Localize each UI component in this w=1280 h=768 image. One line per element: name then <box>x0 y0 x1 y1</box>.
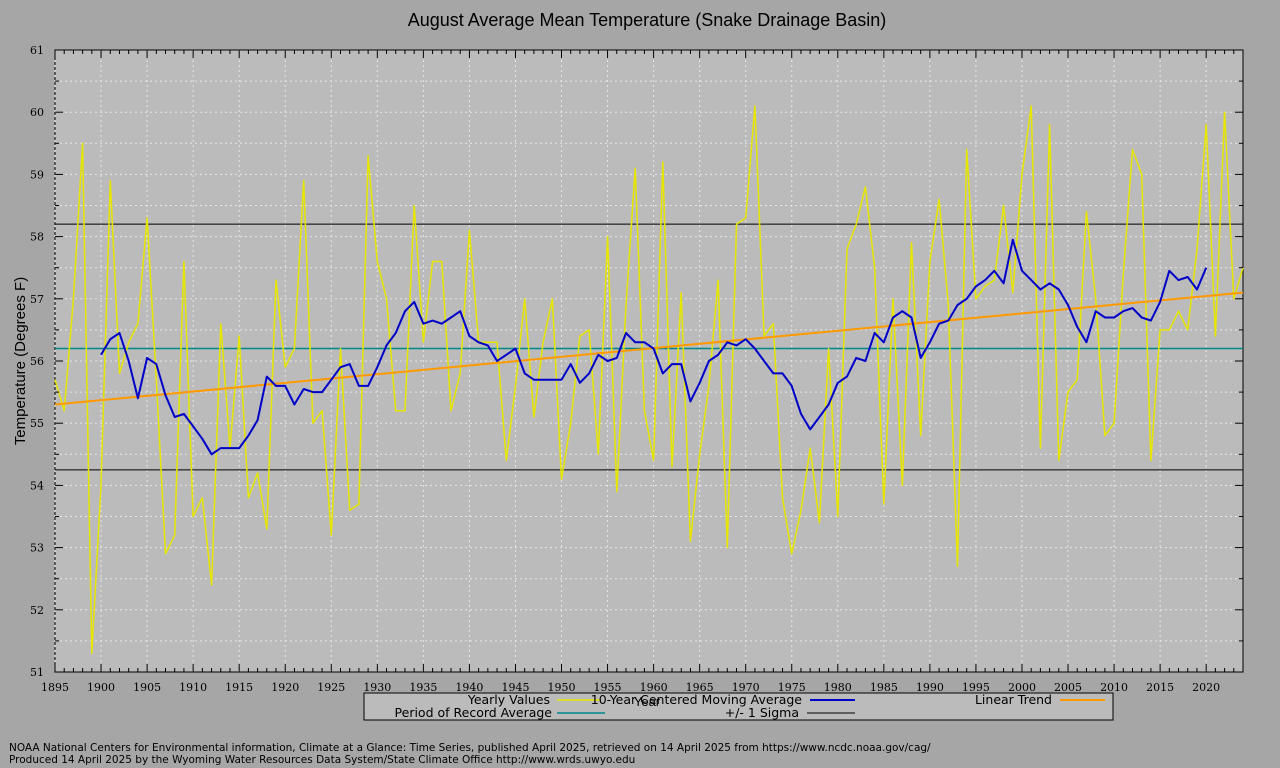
series-lines <box>54 105 1244 655</box>
x-tick-label: 1980 <box>824 681 852 694</box>
x-axis: 1895 1900 1905 1910 1915 1920 1925 1930 1935 1940… <box>41 50 1244 694</box>
legend-box <box>363 692 1114 721</box>
y-axis: 51 52 53 54 55 56 57 58 59 60 61 <box>30 44 1243 679</box>
producer-credit: Produced 14 April 2025 by the Wyoming Wa… <box>9 754 636 766</box>
x-tick-label: 1910 <box>179 681 207 694</box>
y-tick-label: 53 <box>30 542 44 555</box>
y-tick-label: 59 <box>30 168 44 181</box>
x-tick-label: 2010 <box>1100 681 1128 694</box>
source-credit: NOAA National Centers for Environmental … <box>9 742 931 754</box>
x-tick-label: 1920 <box>271 681 299 694</box>
x-tick-label: 1935 <box>409 681 437 694</box>
y-tick-label: 56 <box>30 355 44 368</box>
y-axis-label: Temperature (Degrees F) <box>12 277 29 445</box>
y-tick-label: 58 <box>30 231 44 244</box>
x-tick-label: 1925 <box>317 681 345 694</box>
x-tick-label: 2020 <box>1192 681 1220 694</box>
plot-area <box>54 49 1244 673</box>
x-tick-label: 1985 <box>870 681 898 694</box>
y-tick-label: 57 <box>30 293 44 306</box>
x-tick-label: 2000 <box>1008 681 1036 694</box>
y-tick-label: 55 <box>30 417 44 430</box>
x-tick-label: 1940 <box>455 681 483 694</box>
linear-trend-line <box>54 291 1244 406</box>
x-tick-label: 1915 <box>225 681 253 694</box>
y-tick-label: 61 <box>30 44 44 57</box>
x-tick-label: 1900 <box>87 681 115 694</box>
y-tick-label: 52 <box>30 604 44 617</box>
x-tick-label: 2005 <box>1054 681 1082 694</box>
x-tick-label: 1990 <box>916 681 944 694</box>
moving-average-line <box>100 238 1208 456</box>
x-tick-label: 1965 <box>686 681 714 694</box>
legend-label: Yearly Values <box>467 692 550 707</box>
y-tick-label: 60 <box>30 106 44 119</box>
y-tick-label: 54 <box>30 479 44 492</box>
x-tick-label: 1995 <box>962 681 990 694</box>
x-tick-label: 1930 <box>363 681 391 694</box>
x-tick-label: 2015 <box>1146 681 1174 694</box>
x-tick-label: 1970 <box>732 681 760 694</box>
legend: Yearly Values 10-Year Centered Moving Ave… <box>395 692 1105 720</box>
legend-label: 10-Year Centered Moving Average <box>591 692 803 707</box>
legend-label: +/- 1 Sigma <box>725 705 799 720</box>
x-axis-label: Year <box>634 694 661 709</box>
legend-label: Linear Trend <box>975 692 1052 707</box>
chart-title: August Average Mean Temperature (Snake D… <box>408 10 887 30</box>
x-tick-label: 1945 <box>501 681 529 694</box>
x-tick-label: 1895 <box>41 681 69 694</box>
x-tick-label: 1975 <box>778 681 806 694</box>
x-tick-label: 1905 <box>133 681 161 694</box>
x-tick-label: 1955 <box>594 681 622 694</box>
x-tick-label: 1950 <box>548 681 576 694</box>
x-tick-label: 1960 <box>640 681 668 694</box>
legend-label: Period of Record Average <box>395 705 553 720</box>
y-tick-label: 51 <box>30 666 44 679</box>
